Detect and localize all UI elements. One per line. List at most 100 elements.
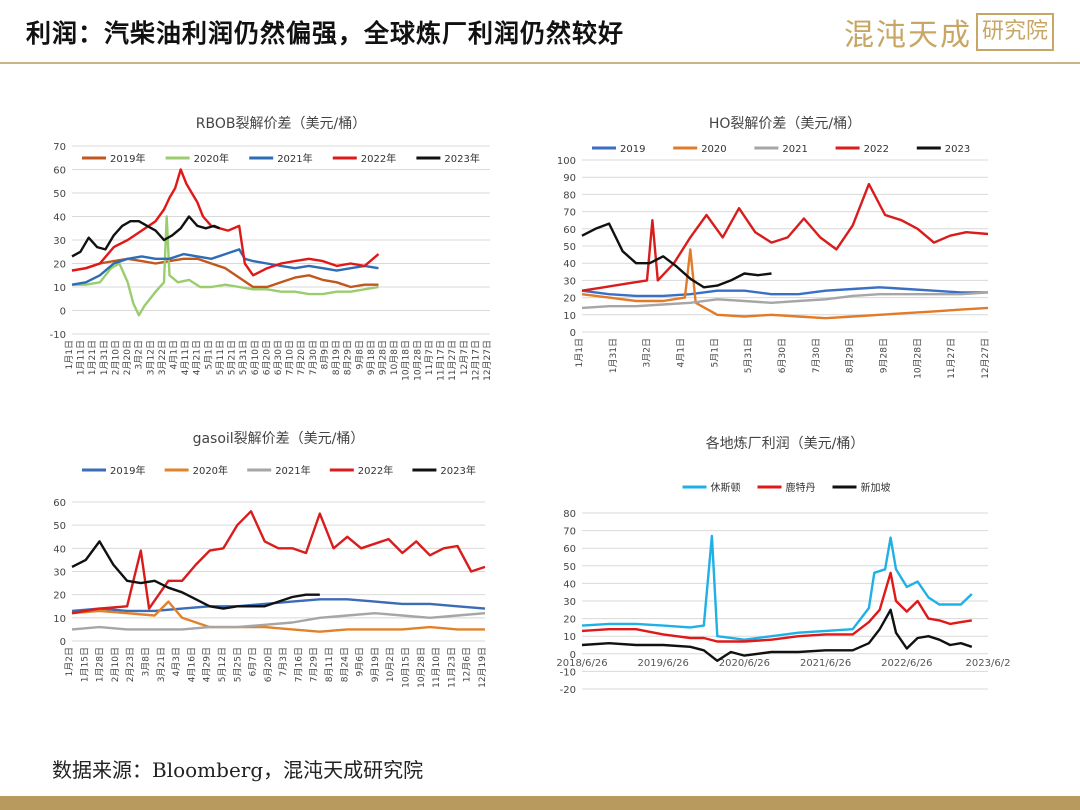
chart-title: gasoil裂解价差（美元/桶） (193, 431, 365, 447)
x-tick-label: 2018/6/26 (556, 658, 607, 669)
x-tick-label: 10月15日 (401, 647, 412, 688)
y-tick-label: 80 (563, 509, 576, 520)
y-tick-label: 50 (53, 189, 66, 200)
x-tick-label: 6月20日 (263, 647, 274, 682)
x-tick-label: 9月8日 (354, 340, 365, 369)
series-line-1 (581, 571, 972, 643)
y-tick-label: 40 (563, 579, 576, 590)
data-source-note: 数据来源：Bloomberg，混沌天成研究院 (52, 758, 424, 782)
legend-label: 2023年 (440, 464, 475, 477)
header-divider (0, 62, 1080, 64)
y-tick-label: -10 (50, 330, 66, 341)
series-line-2 (71, 611, 486, 631)
x-tick-label: 12月27日 (482, 340, 493, 381)
x-tick-label: 9月28日 (378, 340, 389, 375)
y-tick-label: 20 (53, 260, 66, 271)
x-tick-label: 6月30日 (273, 340, 284, 375)
gasoil-crack-chart: gasoil裂解价差（美元/桶） 0 10 20 30 40 50 60 1月2日 1月15日 1月… (53, 431, 488, 688)
legend-label: 2022年 (358, 464, 393, 477)
x-tick-label: 2月10日 (110, 340, 121, 375)
series-line-1 (71, 600, 485, 633)
footer-band (0, 796, 1080, 810)
legend-label: 休斯顿 (711, 481, 741, 494)
y-tick-label: 80 (563, 190, 576, 201)
legend-label: 2021年 (275, 464, 310, 477)
x-tick-label: 11月27日 (946, 338, 957, 379)
rbob-crack-chart: RBOB裂解价差（美元/桶） -10 0 10 20 30 40 50 60 70 1月1日 1月11… (50, 116, 493, 381)
chart-title: HO裂解价差（美元/桶） (709, 116, 861, 132)
x-tick-label: 8月24日 (339, 647, 350, 682)
legend-label: 2020年 (193, 464, 228, 477)
refinery-margin-chart: 各地炼厂利润（美元/桶） -20 -10 0 10 20 30 40 50 60 70 80 2018/… (556, 436, 1010, 696)
x-tick-label: 3月2日 (642, 338, 653, 367)
x-tick-label: 3月22日 (157, 340, 168, 375)
x-tick-label: 7月3日 (278, 647, 289, 676)
y-tick-label: 40 (53, 544, 66, 555)
x-tick-label: 10月28日 (912, 338, 923, 379)
series-line-4 (71, 215, 221, 258)
company-logo: 混沌天成 研究院 (844, 12, 1054, 53)
y-tick-label: 0 (570, 328, 576, 339)
x-tick-label: 8月29日 (845, 338, 856, 373)
x-tick-label: 1月28日 (95, 647, 106, 682)
x-tick-label: 5月21日 (227, 340, 238, 375)
x-tick-label: 3月12日 (145, 340, 156, 375)
chart-title: RBOB裂解价差（美元/桶） (196, 116, 366, 132)
y-tick-label: 0 (570, 650, 576, 661)
logo-boxed-text: 研究院 (975, 13, 1054, 51)
x-tick-label: 2021/6/26 (800, 658, 851, 669)
legend-label: 2019年 (110, 464, 145, 477)
legend-label: 2021 (782, 144, 807, 155)
x-tick-label: 9月18日 (366, 340, 377, 375)
x-tick-label: 5月31日 (238, 340, 249, 375)
y-tick-label: 60 (53, 498, 66, 509)
y-tick-label: 70 (563, 208, 576, 219)
slide-title: 利润：汽柴油利润仍然偏强，全球炼厂利润仍然较好 (26, 19, 625, 48)
legend-label: 鹿特丹 (786, 481, 816, 494)
x-tick-label: 11月17日 (436, 340, 447, 381)
x-tick-label: 8月11日 (324, 647, 335, 682)
y-tick-label: 90 (563, 173, 576, 184)
x-tick-label: 7月16日 (293, 647, 304, 682)
y-tick-label: 20 (563, 615, 576, 626)
x-tick-label: 4月29日 (202, 647, 213, 682)
y-tick-label: 10 (563, 311, 576, 322)
legend-label: 2020 (701, 144, 726, 155)
x-tick-label: 12月17日 (470, 340, 481, 381)
y-tick-label: -20 (560, 685, 576, 696)
x-tick-label: 4月1日 (169, 340, 180, 369)
y-tick-label: 50 (53, 521, 66, 532)
x-tick-label: 10月28日 (412, 340, 423, 381)
y-tick-label: 30 (563, 276, 576, 287)
x-tick-label: 4月11日 (180, 340, 191, 375)
x-tick-label: 1月11日 (76, 340, 87, 375)
x-tick-label: 4月1日 (676, 338, 687, 367)
x-tick-label: 1月21日 (87, 340, 98, 375)
y-tick-label: 60 (53, 166, 66, 177)
y-tick-label: 100 (557, 156, 576, 167)
x-tick-label: 7月10日 (285, 340, 296, 375)
legend-label: 2022 (864, 144, 889, 155)
y-tick-label: 10 (53, 283, 66, 294)
x-tick-label: 10月2日 (385, 647, 396, 682)
chart-title: 各地炼厂利润（美元/桶） (706, 436, 865, 452)
x-tick-label: 9月28日 (879, 338, 890, 373)
series-line-3 (71, 510, 486, 615)
x-tick-label: 1月31日 (608, 338, 619, 373)
y-tick-label: 60 (563, 225, 576, 236)
y-tick-label: 20 (53, 591, 66, 602)
y-tick-label: 20 (563, 294, 576, 305)
x-tick-label: 1月31日 (99, 340, 110, 375)
y-tick-label: 0 (60, 637, 66, 648)
series-line-4 (71, 540, 320, 610)
x-tick-label: 7月20日 (296, 340, 307, 375)
legend-label: 2023 (945, 144, 970, 155)
x-tick-label: 6月7日 (248, 647, 259, 676)
y-tick-label: 30 (53, 568, 66, 579)
y-tick-label: 0 (60, 307, 66, 318)
x-tick-label: 2月10日 (110, 647, 121, 682)
x-tick-label: 1月1日 (64, 340, 75, 369)
x-tick-label: 11月10日 (431, 647, 442, 688)
x-tick-label: 12月7日 (459, 340, 470, 375)
y-tick-label: 30 (563, 597, 576, 608)
